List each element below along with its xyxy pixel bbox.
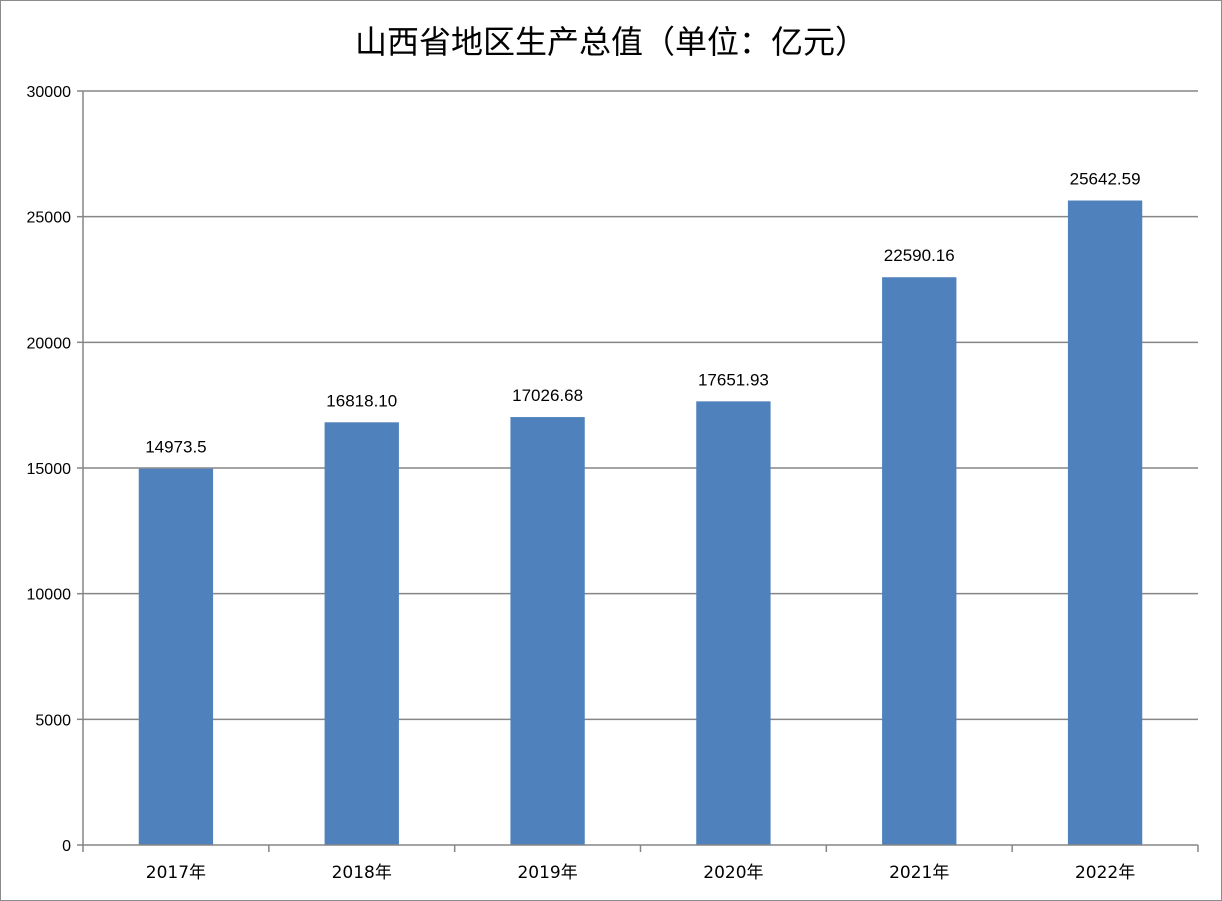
bar bbox=[510, 417, 585, 845]
bar bbox=[324, 422, 399, 845]
x-tick-label: 2018年 bbox=[332, 863, 392, 883]
data-label: 17026.68 bbox=[512, 386, 583, 405]
axes bbox=[77, 90, 1199, 852]
y-tick-label: 5000 bbox=[35, 712, 71, 729]
data-labels: 14973.5 16818.10 17026.68 17651.93 22590.16 2… bbox=[145, 170, 1140, 457]
gridlines bbox=[83, 90, 1198, 721]
x-tick-label: 2021年 bbox=[889, 863, 949, 883]
data-label: 17651.93 bbox=[698, 370, 769, 389]
y-tick-label: 10000 bbox=[27, 587, 72, 604]
data-label: 16818.10 bbox=[326, 391, 397, 410]
x-tick-label: 2017年 bbox=[146, 863, 206, 883]
x-axis-tick-labels: 2017年 2018年 2019年 2020年 2021年 2022年 bbox=[146, 863, 1135, 883]
y-tick-label: 20000 bbox=[27, 335, 72, 352]
y-tick-label: 25000 bbox=[27, 210, 72, 227]
x-tick-label: 2020年 bbox=[703, 863, 763, 883]
y-tick-label: 30000 bbox=[27, 84, 72, 101]
bars bbox=[138, 200, 1143, 845]
y-axis-tick-labels: 0 5000 10000 15000 20000 25000 30000 bbox=[27, 84, 72, 855]
chart-title: 山西省地区生产总值（单位：亿元） bbox=[355, 23, 867, 61]
x-tick-label: 2022年 bbox=[1075, 863, 1135, 883]
data-label: 25642.59 bbox=[1070, 170, 1141, 189]
data-label: 14973.5 bbox=[145, 438, 206, 457]
bar bbox=[1067, 200, 1143, 845]
bar bbox=[138, 468, 214, 845]
y-tick-label: 15000 bbox=[27, 461, 72, 478]
y-tick-label: 0 bbox=[62, 838, 71, 855]
bar bbox=[696, 401, 771, 845]
data-label: 22590.16 bbox=[884, 246, 955, 265]
bar bbox=[882, 277, 957, 845]
x-tick-label: 2019年 bbox=[517, 863, 577, 883]
